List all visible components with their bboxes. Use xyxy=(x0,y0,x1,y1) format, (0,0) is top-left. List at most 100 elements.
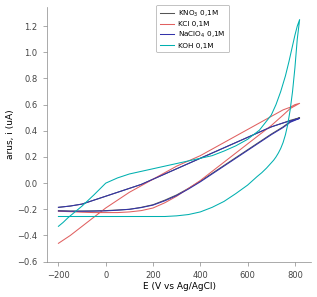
KCl 0,1M xyxy=(80,225,84,228)
KCl 0,1M xyxy=(293,103,297,106)
NaClO$_4$ 0,1M xyxy=(198,157,202,160)
KCl 0,1M xyxy=(288,107,292,110)
KNO$_3$ 0,1M xyxy=(151,177,155,181)
KNO$_3$ 0,1M xyxy=(281,125,285,129)
NaClO$_4$ 0,1M xyxy=(127,187,131,190)
KCl 0,1M xyxy=(92,215,96,219)
NaClO$_4$ 0,1M xyxy=(281,126,285,129)
NaClO$_4$ 0,1M xyxy=(139,206,143,209)
Y-axis label: arus, i (uA): arus, i (uA) xyxy=(6,109,15,159)
NaClO$_4$ 0,1M xyxy=(246,149,249,152)
KCl 0,1M xyxy=(139,209,143,212)
NaClO$_4$ 0,1M xyxy=(139,183,143,186)
KNO$_3$ 0,1M xyxy=(288,120,292,124)
KNO$_3$ 0,1M xyxy=(222,146,226,150)
NaClO$_4$ 0,1M xyxy=(163,199,167,203)
KNO$_3$ 0,1M xyxy=(293,117,297,121)
KNO$_3$ 0,1M xyxy=(187,162,191,165)
NaClO$_4$ 0,1M xyxy=(269,133,273,137)
KCl 0,1M xyxy=(281,113,285,117)
KNO$_3$ 0,1M xyxy=(246,148,249,151)
KNO$_3$ 0,1M xyxy=(68,209,72,213)
NaClO$_4$ 0,1M xyxy=(210,172,214,176)
NaClO$_4$ 0,1M xyxy=(222,146,226,150)
KCl 0,1M xyxy=(234,151,238,155)
NaClO$_4$ 0,1M xyxy=(175,167,178,170)
NaClO$_4$ 0,1M xyxy=(68,209,72,213)
KNO$_3$ 0,1M xyxy=(56,206,60,209)
KOH 0,1M xyxy=(246,138,249,141)
KNO$_3$ 0,1M xyxy=(257,140,261,144)
KNO$_3$ 0,1M xyxy=(246,135,249,139)
KCl 0,1M xyxy=(198,179,202,182)
KNO$_3$ 0,1M xyxy=(80,209,84,213)
KOH 0,1M xyxy=(298,18,301,21)
NaClO$_4$ 0,1M xyxy=(187,162,191,165)
NaClO$_4$ 0,1M xyxy=(293,118,297,121)
KNO$_3$ 0,1M xyxy=(68,204,72,208)
KNO$_3$ 0,1M xyxy=(163,198,167,202)
KCl 0,1M xyxy=(151,206,155,210)
NaClO$_4$ 0,1M xyxy=(293,119,297,122)
NaClO$_4$ 0,1M xyxy=(104,195,108,198)
Line: KOH 0,1M: KOH 0,1M xyxy=(58,20,300,226)
KOH 0,1M xyxy=(293,66,297,70)
KCl 0,1M xyxy=(163,171,167,174)
KCl 0,1M xyxy=(257,121,261,125)
KCl 0,1M xyxy=(246,142,249,146)
KCl 0,1M xyxy=(187,159,191,163)
KCl 0,1M xyxy=(210,170,214,173)
KNO$_3$ 0,1M xyxy=(187,187,191,190)
NaClO$_4$ 0,1M xyxy=(288,119,292,123)
NaClO$_4$ 0,1M xyxy=(104,209,108,213)
NaClO$_4$ 0,1M xyxy=(116,190,120,194)
KNO$_3$ 0,1M xyxy=(210,172,214,175)
KCl 0,1M xyxy=(127,210,131,214)
KOH 0,1M xyxy=(260,171,264,174)
KOH 0,1M xyxy=(56,215,60,218)
KNO$_3$ 0,1M xyxy=(288,119,292,122)
KNO$_3$ 0,1M xyxy=(116,208,120,212)
KNO$_3$ 0,1M xyxy=(80,202,84,206)
KCl 0,1M xyxy=(198,154,202,157)
NaClO$_4$ 0,1M xyxy=(210,151,214,155)
KNO$_3$ 0,1M xyxy=(151,203,155,206)
KCl 0,1M xyxy=(104,206,108,210)
KNO$_3$ 0,1M xyxy=(127,187,131,190)
NaClO$_4$ 0,1M xyxy=(257,141,261,144)
X-axis label: E (V vs Ag/AgCl): E (V vs Ag/AgCl) xyxy=(143,282,216,291)
KNO$_3$ 0,1M xyxy=(198,157,202,160)
Line: KNO$_3$ 0,1M: KNO$_3$ 0,1M xyxy=(58,118,300,211)
NaClO$_4$ 0,1M xyxy=(246,135,249,139)
NaClO$_4$ 0,1M xyxy=(92,198,96,202)
KCl 0,1M xyxy=(92,211,96,214)
KCl 0,1M xyxy=(151,177,155,181)
NaClO$_4$ 0,1M xyxy=(127,208,131,211)
KCl 0,1M xyxy=(234,134,238,138)
KNO$_3$ 0,1M xyxy=(175,193,178,197)
NaClO$_4$ 0,1M xyxy=(198,180,202,184)
KNO$_3$ 0,1M xyxy=(298,116,301,119)
KCl 0,1M xyxy=(116,211,120,214)
KNO$_3$ 0,1M xyxy=(175,167,178,170)
KNO$_3$ 0,1M xyxy=(234,156,238,159)
KOH 0,1M xyxy=(56,225,60,228)
KCl 0,1M xyxy=(210,147,214,151)
KCl 0,1M xyxy=(175,195,178,198)
KNO$_3$ 0,1M xyxy=(56,209,60,212)
KNO$_3$ 0,1M xyxy=(198,179,202,183)
KNO$_3$ 0,1M xyxy=(210,151,214,155)
KNO$_3$ 0,1M xyxy=(92,198,96,202)
KCl 0,1M xyxy=(269,115,273,118)
NaClO$_4$ 0,1M xyxy=(187,187,191,191)
KCl 0,1M xyxy=(68,234,72,237)
KOH 0,1M xyxy=(298,18,301,21)
KNO$_3$ 0,1M xyxy=(281,121,285,125)
NaClO$_4$ 0,1M xyxy=(298,117,301,120)
Legend: KNO$_3$ 0,1M, KCl 0,1M, NaClO$_4$ 0,1M, KOH 0,1M: KNO$_3$ 0,1M, KCl 0,1M, NaClO$_4$ 0,1M, … xyxy=(156,5,229,52)
NaClO$_4$ 0,1M xyxy=(68,204,72,208)
KCl 0,1M xyxy=(80,210,84,214)
KCl 0,1M xyxy=(281,108,285,112)
KCl 0,1M xyxy=(56,209,60,213)
KNO$_3$ 0,1M xyxy=(116,190,120,194)
